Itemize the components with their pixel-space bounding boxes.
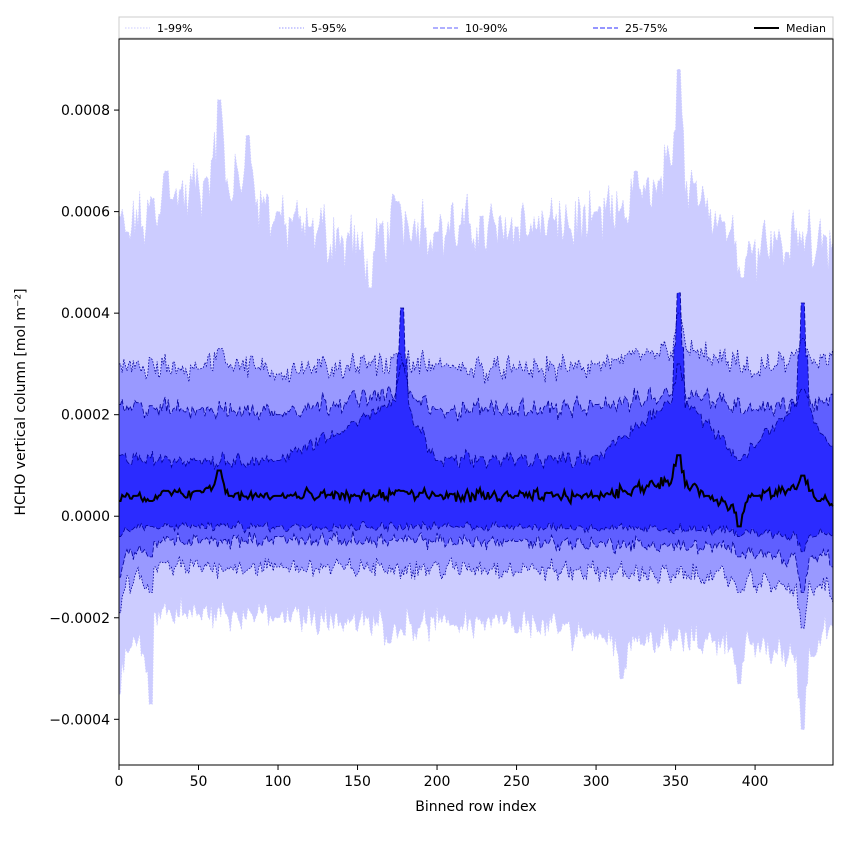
x-axis: 0 50 100 150 200 250 300 350 400 — [115, 765, 769, 790]
series-line-lower-10-90% — [119, 530, 834, 593]
series-line-lower-1-99% — [119, 596, 834, 730]
y-tick-label: 0.0008 — [61, 103, 110, 119]
legend-label: 25-75% — [625, 22, 667, 35]
series-line-median — [119, 454, 834, 528]
series-line-upper-10-90% — [119, 363, 834, 422]
series-line-lower-5-95% — [119, 556, 834, 629]
legend-label: 5-95% — [311, 22, 346, 35]
percentile-bands — [119, 69, 833, 730]
plot-frame — [118, 38, 834, 766]
series-line-lower-25-75% — [119, 519, 834, 553]
x-tick-label: 150 — [344, 774, 371, 790]
x-tick-label: 400 — [742, 774, 769, 790]
series-line-upper-25-75% — [119, 292, 834, 470]
x-tick-label: 250 — [503, 774, 530, 790]
x-tick-label: 50 — [190, 774, 208, 790]
x-tick-label: 300 — [583, 774, 610, 790]
legend-label: 1-99% — [157, 22, 192, 35]
percentile-lines — [119, 69, 834, 730]
legend-label: Median — [786, 22, 826, 35]
legend-label: 10-90% — [465, 22, 507, 35]
y-axis: −0.0004 −0.0002 0.0000 0.0002 0.0004 0.0006 0.… — [49, 103, 119, 728]
y-tick-label: 0.0002 — [61, 408, 110, 424]
legend-box — [118, 16, 834, 39]
y-tick-label: 0.0004 — [61, 306, 110, 322]
x-tick-label: 100 — [265, 774, 292, 790]
y-axis-label: HCHO vertical column [mol m⁻²] — [13, 288, 29, 515]
x-tick-label: 200 — [424, 774, 451, 790]
band-25-75% — [119, 292, 833, 552]
y-tick-label: −0.0004 — [49, 712, 110, 728]
series-line-upper-5-95% — [119, 312, 834, 384]
legend: 1-99% 5-95% 10-90% 25-75% Median — [118, 16, 834, 39]
x-tick-label: 0 — [115, 774, 124, 790]
series-line-upper-1-99% — [119, 69, 834, 289]
y-tick-label: 0.0000 — [61, 509, 110, 525]
y-tick-label: 0.0006 — [61, 205, 110, 221]
y-tick-label: −0.0002 — [49, 611, 110, 627]
x-axis-label: Binned row index — [415, 799, 536, 815]
x-tick-label: 350 — [662, 774, 689, 790]
